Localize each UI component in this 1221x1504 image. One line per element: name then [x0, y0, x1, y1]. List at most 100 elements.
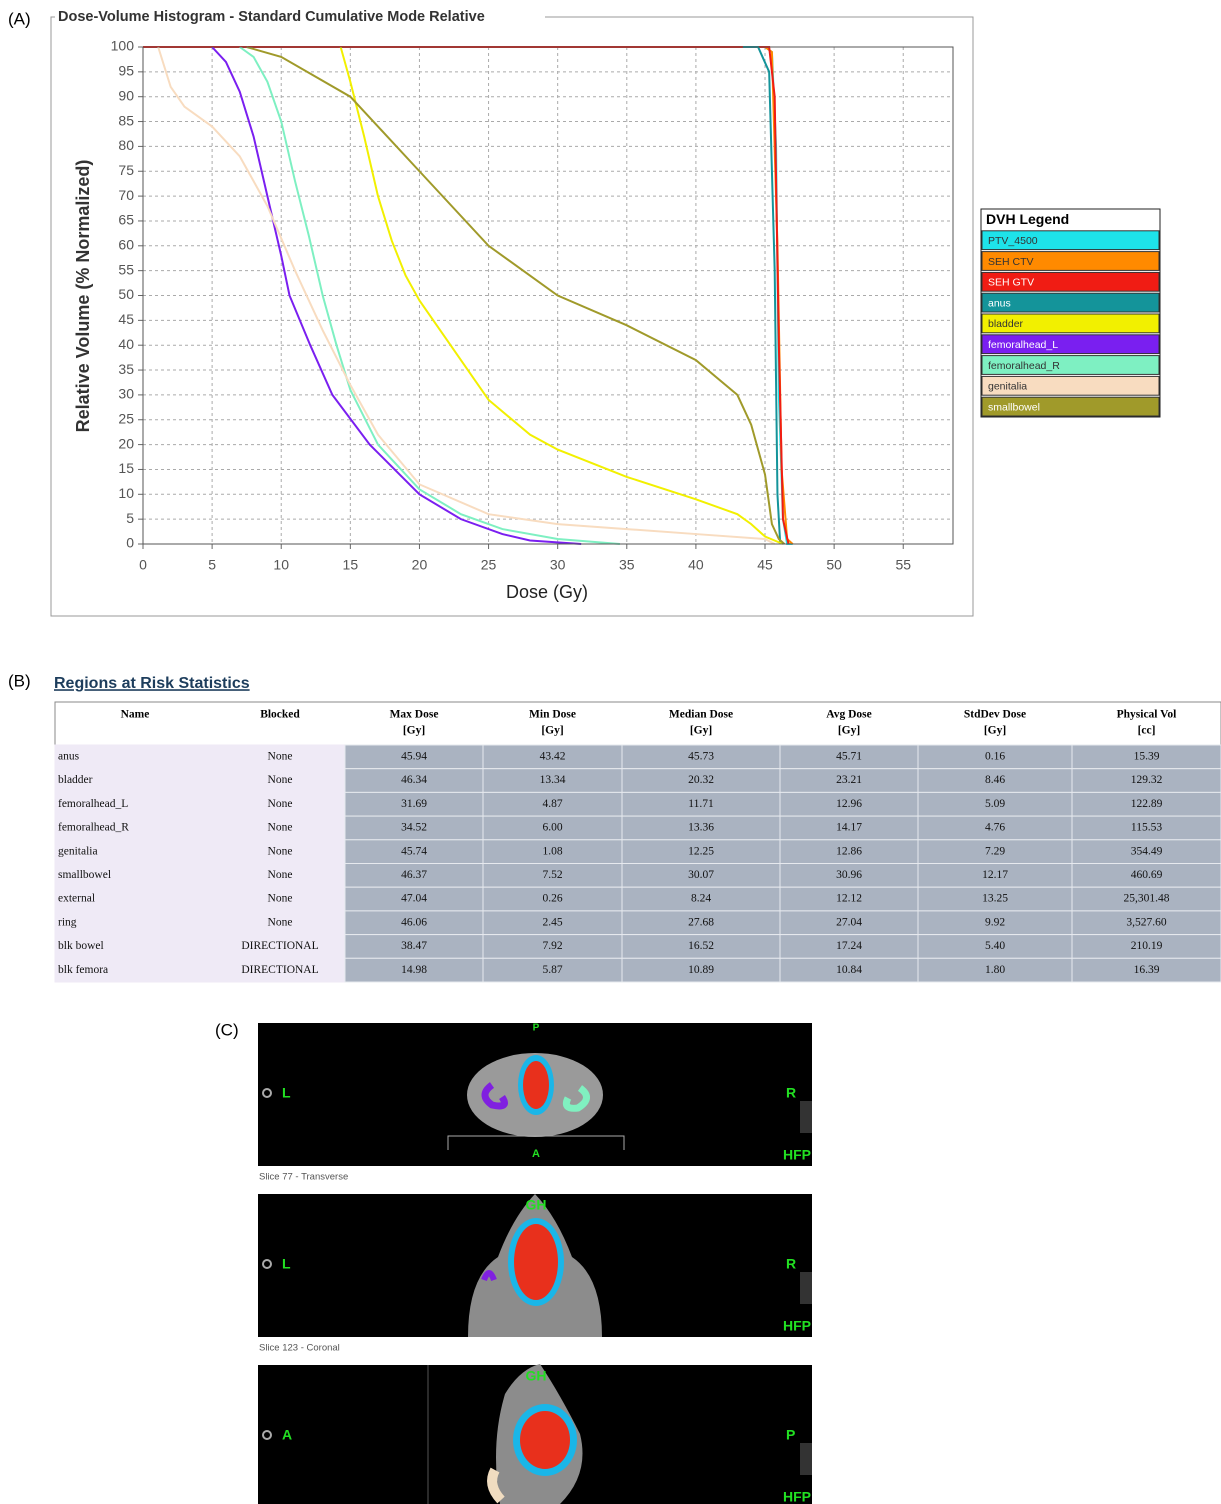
table-text: 25,301.48 — [1124, 893, 1170, 905]
x-tick-label: 30 — [550, 557, 566, 573]
legend-label: femoralhead_L — [988, 339, 1058, 351]
table-text: 10.84 — [836, 964, 862, 976]
image-panels — [258, 1023, 812, 1504]
slider — [800, 1101, 812, 1133]
column-header: Min Dose — [529, 709, 576, 721]
dose — [514, 1224, 558, 1300]
table-text: None — [268, 845, 293, 857]
orientation-label: HFP — [783, 1147, 811, 1163]
table-text: 5.87 — [542, 964, 562, 976]
orientation-label: P — [533, 1023, 540, 1034]
figure: (A) (B) (C) Dose-Volume Histogram - Stan… — [0, 0, 1221, 1504]
y-tick-label: 10 — [118, 485, 134, 501]
table-text: 5.09 — [985, 798, 1005, 810]
x-tick-label: 25 — [481, 557, 497, 573]
column-unit: [Gy] — [984, 725, 1006, 737]
table-text: 23.21 — [836, 774, 862, 786]
table-text: 12.86 — [836, 845, 862, 857]
y-tick-label: 40 — [118, 336, 134, 352]
orientation-label: A — [532, 1148, 540, 1160]
orientation-label: L — [282, 1085, 291, 1101]
table-text: 122.89 — [1131, 798, 1163, 810]
panel-label: (A) — [8, 9, 31, 28]
x-tick-label: 50 — [826, 557, 842, 573]
y-tick-label: 20 — [118, 435, 134, 451]
table-text: 46.34 — [401, 774, 427, 786]
y-tick-label: 95 — [118, 63, 134, 79]
legend-label: femoralhead_R — [988, 360, 1060, 372]
legend-label: SEH GTV — [988, 277, 1034, 289]
column-header: Median Dose — [669, 709, 733, 721]
table-text: 10.89 — [688, 964, 714, 976]
table-text: 14.98 — [401, 964, 427, 976]
image-caption: Slice 77 - Transverse — [259, 1172, 348, 1183]
column-header: Blocked — [260, 709, 300, 721]
table-text: 20.32 — [688, 774, 714, 786]
orientation-label: HFP — [783, 1318, 811, 1334]
table-text: 30.07 — [688, 869, 714, 881]
orientation-label: HFP — [783, 1489, 811, 1504]
table-text: None — [268, 869, 293, 881]
table-text: 5.40 — [985, 940, 1005, 952]
y-tick-label: 30 — [118, 386, 134, 402]
table-text: 17.24 — [836, 940, 862, 952]
orientation-label: P — [786, 1427, 795, 1443]
table-text: 12.96 — [836, 798, 862, 810]
table-text: 31.69 — [401, 798, 427, 810]
y-tick-label: 90 — [118, 87, 134, 103]
table-text: 12.17 — [982, 869, 1008, 881]
orientation-label: R — [786, 1256, 796, 1272]
table-text: 7.29 — [985, 845, 1005, 857]
table-text: 38.47 — [401, 940, 427, 952]
table-text: 27.68 — [688, 916, 714, 928]
table-text: 45.73 — [688, 750, 714, 762]
table-text: 8.46 — [985, 774, 1005, 786]
table-text: blk bowel — [58, 940, 104, 952]
dose — [523, 1061, 549, 1109]
table-text: None — [268, 750, 293, 762]
y-tick-label: 45 — [118, 311, 134, 327]
orientation-label: L — [282, 1256, 291, 1272]
y-tick-label: 50 — [118, 286, 134, 302]
table-text: 3,527.60 — [1126, 916, 1167, 928]
table-text: 13.34 — [540, 774, 566, 786]
table-text: None — [268, 822, 293, 834]
chart-title: Dose-Volume Histogram - Standard Cumulat… — [58, 9, 485, 25]
table-text: 27.04 — [836, 916, 862, 928]
table-text: 354.49 — [1131, 845, 1163, 857]
column-header: Name — [121, 709, 150, 721]
y-tick-label: 75 — [118, 162, 134, 178]
x-tick-label: 5 — [208, 557, 216, 573]
table-text: anus — [58, 750, 80, 762]
orientation-label: R — [786, 1085, 796, 1101]
table-text: None — [268, 916, 293, 928]
y-tick-label: 35 — [118, 361, 134, 377]
table-text: 2.45 — [542, 916, 562, 928]
y-tick-label: 70 — [118, 187, 134, 203]
column-header: Avg Dose — [826, 709, 871, 721]
column-header: Physical Vol — [1117, 709, 1177, 721]
column-unit: [Gy] — [838, 725, 860, 737]
image-caption: Slice 123 - Coronal — [259, 1343, 340, 1354]
legend-label: anus — [988, 297, 1011, 309]
orientation-label: A — [282, 1427, 292, 1443]
table-text: 460.69 — [1131, 869, 1163, 881]
table-text: 45.94 — [401, 750, 427, 762]
table-text: 45.71 — [836, 750, 862, 762]
table-text: None — [268, 798, 293, 810]
panel-label: (B) — [8, 671, 31, 690]
y-tick-label: 15 — [118, 460, 134, 476]
y-tick-label: 80 — [118, 137, 134, 153]
y-tick-label: 60 — [118, 237, 134, 253]
y-tick-label: 25 — [118, 410, 134, 426]
table-text: 43.42 — [540, 750, 566, 762]
table-text: 4.76 — [985, 822, 1005, 834]
column-unit: [Gy] — [541, 725, 563, 737]
table-text: 7.92 — [542, 940, 562, 952]
table-text: 115.53 — [1131, 822, 1162, 834]
table-text: 1.08 — [542, 845, 562, 857]
y-tick-label: 5 — [126, 510, 134, 526]
table-text: genitalia — [58, 845, 98, 857]
y-tick-label: 65 — [118, 212, 134, 228]
table-text: blk femora — [58, 964, 108, 976]
